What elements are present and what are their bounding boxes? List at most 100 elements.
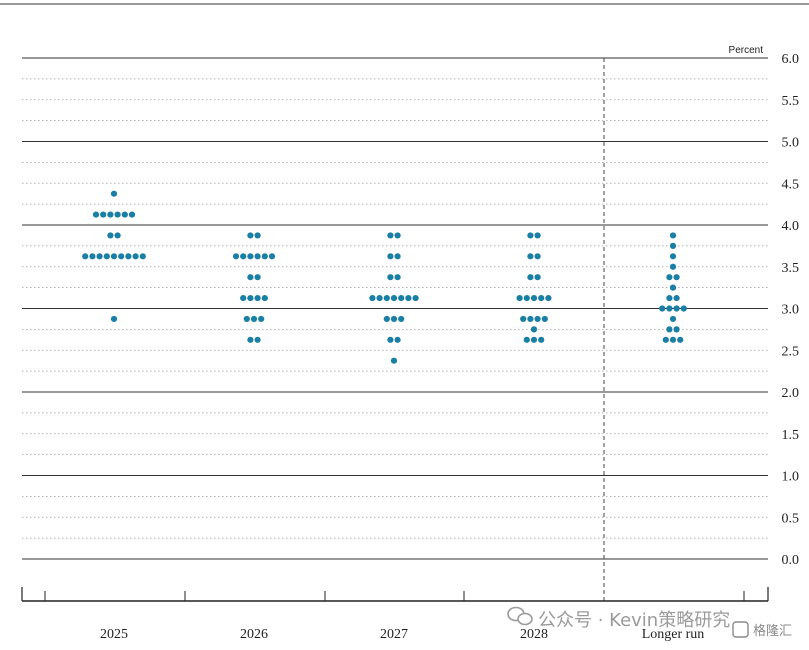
y-tick-label: 3.0 [782,303,800,318]
data-dot [534,274,541,281]
data-dot [405,294,412,302]
data-dot [110,190,118,197]
data-dot [254,232,261,239]
data-dot [523,336,530,343]
data-dot [523,294,530,302]
data-dot [250,315,258,323]
y-axis-labels: 6.0 5.5 5.0 4.5 4.0 3.5 3.0 2.5 2.0 1.5 1.0 0.5 0.0 [782,52,800,568]
data-dot [390,294,398,302]
data-dot [516,294,523,302]
data-dot [387,232,394,239]
data-dot [669,336,677,343]
data-dot [254,274,261,281]
data-dot [390,357,398,364]
data-dot [527,232,534,239]
data-dot [383,315,390,323]
data-dot [680,305,687,312]
data-dot [114,232,121,239]
data-dot [232,253,240,260]
y-tick-label: 2.0 [782,386,800,401]
y-tick-label: 0.0 [782,553,800,568]
data-dot [412,294,419,302]
category-label: 2028 [520,627,548,642]
data-dot [527,253,534,260]
data-dot [394,253,401,260]
data-dot [520,315,527,323]
watermark-text: 公众号 · Kevin策略研究 [538,610,730,631]
data-dot [662,336,669,343]
gelonghui-badge: 格隆汇 [732,621,792,639]
data-dot [669,263,677,270]
data-dot [390,315,398,323]
data-dot [659,305,666,312]
data-dot [398,294,405,302]
y-tick-label: 2.5 [782,344,800,359]
data-dot [669,284,677,291]
data-dot [128,211,136,218]
y-tick-label: 3.5 [782,261,800,276]
data-dot [666,294,673,302]
category-label: 2026 [240,627,268,642]
data-dot [677,336,684,343]
y-tick-label: 1.5 [782,428,800,443]
data-dot [669,253,677,260]
data-dot [376,294,383,302]
data-dot [383,294,390,302]
data-dot [82,253,89,260]
data-dot [121,211,128,218]
data-dot [669,242,677,249]
data-dot [669,315,677,323]
data-dot [545,294,552,302]
data-dot [247,294,254,302]
data-dot [666,326,673,333]
data-dot [398,315,405,323]
data-dot [673,294,680,302]
data-dot [261,253,268,260]
data-dot [240,294,247,302]
data-dot [530,294,538,302]
data-dot [240,253,247,260]
data-dot [669,232,677,239]
grid-lines [22,57,768,560]
data-dot [247,274,254,281]
data-dot [530,326,538,333]
unit-label: Percent [729,45,764,56]
data-dot [103,253,110,260]
data-dot [673,326,680,333]
data-dot [534,232,541,239]
data-dot [132,253,139,260]
data-dot [369,294,376,302]
x-axis-labels: 2025 2026 2027 2028 Longer run [100,627,704,642]
data-dot [394,232,401,239]
y-tick-label: 5.5 [782,94,800,109]
data-dot [110,315,118,323]
data-dot [254,294,261,302]
watermark: 公众号 · Kevin策略研究 格隆汇 [507,606,792,639]
category-label: 2025 [100,627,128,642]
data-dot [110,253,118,260]
data-dot [666,305,673,312]
y-tick-label: 5.0 [782,136,800,151]
y-tick-label: 6.0 [782,52,800,67]
data-dot [258,315,265,323]
data-dot [96,253,103,260]
watermark-badge: 格隆汇 [753,623,792,639]
data-dot [673,274,680,281]
data-dot [243,315,250,323]
y-tick-label: 4.0 [782,219,800,234]
data-dot [666,274,673,281]
category-label: 2027 [380,627,408,642]
data-dot [247,336,254,343]
data-dot [527,315,534,323]
data-dot [118,253,125,260]
data-dot [107,232,114,239]
data-dot [139,253,146,260]
data-dot [387,253,394,260]
data-dot [254,336,261,343]
x-axis [0,3,809,602]
category-label: Longer run [642,627,705,642]
data-dot [89,253,96,260]
data-dot [534,315,541,323]
data-dot [387,336,394,343]
